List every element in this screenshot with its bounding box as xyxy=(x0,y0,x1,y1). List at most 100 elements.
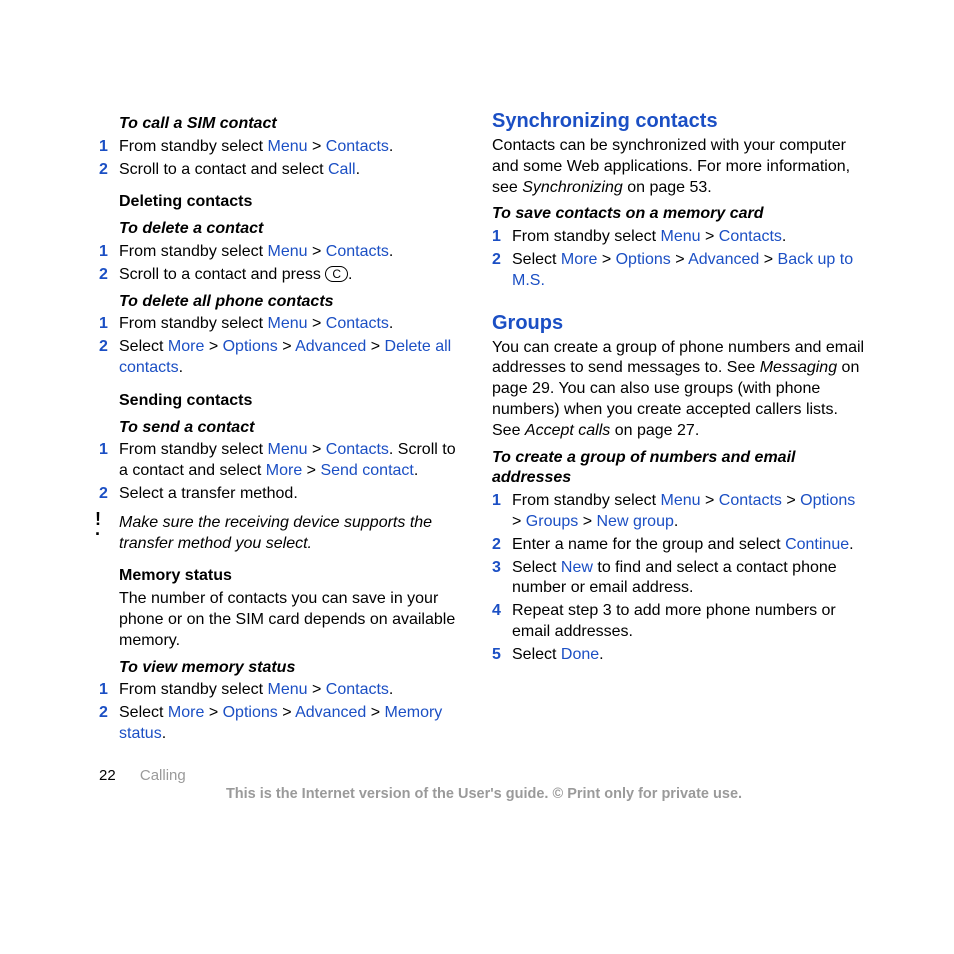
sep: > xyxy=(278,338,295,355)
sep: > xyxy=(308,243,326,260)
menu-link: Contacts xyxy=(326,681,389,698)
proc-title: To view memory status xyxy=(119,658,462,679)
step-item: 2 Scroll to a contact and select Call. xyxy=(85,160,462,181)
step-item: 1 From standby select Menu > Contacts. xyxy=(492,227,869,248)
steps-list: 1 From standby select Menu > Contacts. 2… xyxy=(85,314,462,378)
menu-link: More xyxy=(561,251,597,268)
step-number: 1 xyxy=(492,491,501,512)
step-text: Select xyxy=(512,646,561,663)
step-number: 3 xyxy=(492,558,501,579)
key-c-icon: C xyxy=(325,266,348,282)
step-number: 2 xyxy=(99,337,108,358)
step-text: . xyxy=(389,138,393,155)
step-number: 2 xyxy=(492,250,501,271)
reference: Accept calls xyxy=(525,422,610,439)
note-text: Make sure the receiving device supports … xyxy=(119,514,432,552)
step-item: 2 Scroll to a contact and press C. xyxy=(85,265,462,286)
menu-link: Menu xyxy=(268,243,308,260)
step-text: . xyxy=(389,315,393,332)
step-item: 2 Select More > Options > Advanced > Del… xyxy=(85,337,462,379)
step-text: Select a transfer method. xyxy=(119,485,298,502)
proc-title: To create a group of numbers and email a… xyxy=(492,448,869,490)
step-number: 5 xyxy=(492,645,501,666)
sep: > xyxy=(366,338,384,355)
proc-title: To call a SIM contact xyxy=(119,114,462,135)
step-text: From standby select xyxy=(119,315,268,332)
menu-link: Menu xyxy=(661,228,701,245)
sep: > xyxy=(302,462,320,479)
menu-link: Menu xyxy=(268,441,308,458)
sep: > xyxy=(759,251,777,268)
step-number: 2 xyxy=(99,160,108,181)
subheading: Memory status xyxy=(119,566,462,587)
paragraph: The number of contacts you can save in y… xyxy=(119,589,462,651)
step-text: From standby select xyxy=(512,228,661,245)
menu-link: Options xyxy=(616,251,671,268)
menu-link: Options xyxy=(223,338,278,355)
menu-link: Contacts xyxy=(719,492,782,509)
step-item: 2 Select More > Options > Advanced > Mem… xyxy=(85,703,462,745)
step-text: Select xyxy=(119,704,168,721)
step-number: 1 xyxy=(99,242,108,263)
steps-list: 1 From standby select Menu > Contacts. 2… xyxy=(85,680,462,744)
step-text: . xyxy=(599,646,603,663)
right-column: Synchronizing contacts Contacts can be s… xyxy=(492,108,869,751)
step-item: 1 From standby select Menu > Contacts > … xyxy=(492,491,869,533)
content-columns: To call a SIM contact 1 From standby sel… xyxy=(85,108,869,751)
step-item: 2 Select a transfer method. xyxy=(85,484,462,505)
left-column: To call a SIM contact 1 From standby sel… xyxy=(85,108,462,751)
steps-list: 1 From standby select Menu > Contacts. 2… xyxy=(85,137,462,181)
step-text: . xyxy=(674,513,678,530)
menu-link: Call xyxy=(328,161,356,178)
menu-link: Options xyxy=(800,492,855,509)
step-item: 1 From standby select Menu > Contacts. xyxy=(85,137,462,158)
step-text: Scroll to a contact and select xyxy=(119,161,328,178)
footer-copyright: This is the Internet version of the User… xyxy=(99,786,869,802)
paragraph-text: on page 53. xyxy=(623,179,712,196)
menu-link: Continue xyxy=(785,536,849,553)
step-item: 2 Enter a name for the group and select … xyxy=(492,535,869,556)
step-item: 1 From standby select Menu > Contacts. S… xyxy=(85,440,462,482)
step-text: Repeat step 3 to add more phone numbers … xyxy=(512,602,836,640)
heading-groups: Groups xyxy=(492,310,869,336)
step-text: Enter a name for the group and select xyxy=(512,536,785,553)
step-text: Select xyxy=(119,338,168,355)
menu-link: Contacts xyxy=(326,243,389,260)
step-number: 4 xyxy=(492,601,501,622)
section-name: Calling xyxy=(140,767,186,784)
paragraph: You can create a group of phone numbers … xyxy=(492,338,869,442)
step-number: 1 xyxy=(99,314,108,335)
sep: > xyxy=(597,251,615,268)
menu-link: Contacts xyxy=(326,315,389,332)
step-number: 2 xyxy=(492,535,501,556)
menu-link: Advanced xyxy=(295,704,366,721)
step-item: 3 Select New to find and select a contac… xyxy=(492,558,869,600)
footer: 22 Calling This is the Internet version … xyxy=(85,767,869,802)
menu-link: More xyxy=(168,338,204,355)
step-text: . xyxy=(356,161,360,178)
step-number: 2 xyxy=(99,703,108,724)
reference: Messaging xyxy=(760,359,837,376)
menu-link: Contacts xyxy=(719,228,782,245)
menu-link: Menu xyxy=(268,681,308,698)
step-text: . xyxy=(348,266,352,283)
step-text: . xyxy=(179,359,183,376)
step-text: From standby select xyxy=(119,138,268,155)
sep: > xyxy=(308,681,326,698)
sep: > xyxy=(512,513,526,530)
sep: > xyxy=(578,513,596,530)
menu-link: New group xyxy=(597,513,674,530)
step-text: . xyxy=(414,462,418,479)
sep: > xyxy=(782,492,800,509)
step-text: . xyxy=(389,681,393,698)
step-number: 2 xyxy=(99,265,108,286)
step-text: . xyxy=(162,725,166,742)
step-text: Select xyxy=(512,559,561,576)
step-text: . xyxy=(389,243,393,260)
proc-title: To delete all phone contacts xyxy=(119,292,462,313)
menu-link: Contacts xyxy=(326,441,389,458)
footer-line1: 22 Calling xyxy=(99,767,869,784)
menu-link: Menu xyxy=(661,492,701,509)
step-number: 2 xyxy=(99,484,108,505)
sep: > xyxy=(308,138,326,155)
